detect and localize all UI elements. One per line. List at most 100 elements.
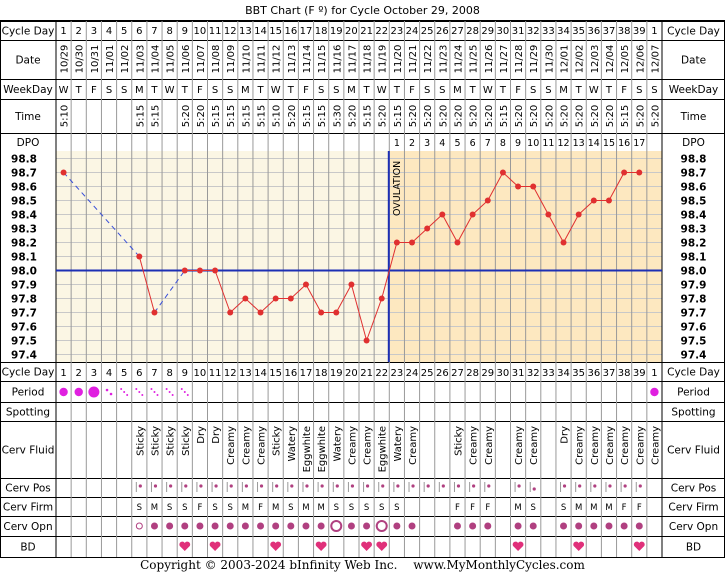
temp-point xyxy=(636,169,643,176)
temp-point xyxy=(136,253,143,260)
cycle-day-label-bottom: 7 xyxy=(151,368,157,379)
y-tick-label: 98.7 xyxy=(11,168,37,180)
cerv-firm-label: M xyxy=(272,503,279,513)
temp-point xyxy=(272,295,279,302)
cerv-fluid-label: Creamy xyxy=(635,426,646,465)
cycle-day-label: 26 xyxy=(436,26,449,37)
cycle-day-label: 1 xyxy=(60,26,66,37)
cycle-day-label-bottom: 36 xyxy=(587,368,600,379)
site-link[interactable]: www.MyMonthlyCycles.com xyxy=(413,558,585,572)
cerv-pos-dot xyxy=(214,484,218,488)
period-dot xyxy=(74,387,83,397)
spotting-dot xyxy=(138,391,141,393)
spotting-dot xyxy=(180,388,183,390)
cerv-pos-dot xyxy=(578,484,582,488)
cycle-day-label-bottom: 19 xyxy=(330,368,343,379)
temp-point xyxy=(484,197,491,204)
cerv-firm-label: S xyxy=(531,503,536,513)
temp-point xyxy=(227,309,234,316)
cycle-day-label: 16 xyxy=(284,26,297,37)
cycle-day-label-bottom: 21 xyxy=(360,368,373,379)
cycle-day-label-bottom: 5 xyxy=(121,368,127,379)
date-label: 11/23 xyxy=(438,45,449,74)
spotting-dot xyxy=(168,391,171,393)
cycle-day-label: 20 xyxy=(345,26,358,37)
cerv-firm-label: S xyxy=(379,503,384,513)
date-label: 11/11 xyxy=(257,45,268,74)
temp-segment xyxy=(502,172,519,187)
y-tick-label: 98.3 xyxy=(11,224,37,236)
cerv-fluid-label: Sticky xyxy=(181,426,192,456)
date-label: 11/17 xyxy=(347,45,358,74)
time-label: 5:15 xyxy=(135,105,146,127)
cycle-day-label: 14 xyxy=(254,26,267,37)
spotting-dot xyxy=(156,394,159,396)
cerv-pos-dot xyxy=(184,484,188,488)
temp-point xyxy=(151,309,158,316)
date-label: 12/03 xyxy=(590,45,601,74)
row-label-date: Date xyxy=(15,55,40,67)
cerv-firm-label: S xyxy=(561,503,566,513)
temp-point xyxy=(409,239,416,246)
weekday-label: T xyxy=(181,85,189,96)
weekday-label: W xyxy=(271,85,281,96)
cerv-opn-dot xyxy=(484,522,492,530)
dpo-label: 2 xyxy=(409,138,415,149)
cerv-fluid-label: Dry xyxy=(196,426,207,444)
temp-segment xyxy=(487,172,504,201)
cycle-day-label: 22 xyxy=(375,26,388,37)
cerv-opn-dot xyxy=(408,522,416,530)
temp-segment xyxy=(532,186,549,215)
date-label: 11/09 xyxy=(226,45,237,74)
cerv-opn-dot xyxy=(605,522,613,530)
cerv-firm-label: F xyxy=(485,503,490,513)
cerv-fluid-label: Sticky xyxy=(166,426,177,456)
y-tick-label-right: 97.6 xyxy=(681,322,707,334)
weekday-label: M xyxy=(241,85,250,96)
time-label: 5:20 xyxy=(408,105,419,127)
row-label-cerv_opn: Cerv Opn xyxy=(3,521,52,533)
time-label: 5:20 xyxy=(378,105,389,127)
date-label: 11/14 xyxy=(302,45,313,74)
cerv-fluid-label: Sticky xyxy=(453,426,464,456)
cerv-opn-dot xyxy=(196,522,204,530)
cerv-opn-dot xyxy=(257,522,265,530)
footer: Copyright © 2003-2024 bInfinity Web Inc.… xyxy=(0,558,725,572)
cerv-fluid-label: Creamy xyxy=(469,426,480,465)
y-tick-label: 98.5 xyxy=(11,196,37,208)
cerv-fluid-label: Creamy xyxy=(620,426,631,465)
cycle-day-label-bottom: 30 xyxy=(497,368,510,379)
cycle-day-label-bottom: 10 xyxy=(194,368,207,379)
date-label: 11/03 xyxy=(135,45,146,74)
cerv-pos-dot xyxy=(396,484,400,488)
cerv-pos-dot xyxy=(244,484,248,488)
weekday-label: S xyxy=(333,85,339,96)
cerv-firm-label: S xyxy=(364,503,369,513)
y-tick-label: 98.6 xyxy=(11,182,37,194)
cerv-fluid-label: Creamy xyxy=(408,426,419,465)
weekday-label: T xyxy=(469,85,477,96)
cerv-pos-dot xyxy=(259,484,264,488)
date-label: 11/22 xyxy=(423,45,434,74)
bd-heart-icon xyxy=(376,541,388,551)
cycle-day-label: 12 xyxy=(224,26,237,37)
cycle-day-label: 18 xyxy=(315,26,328,37)
row-label-right-cerv_fluid: Cerv Fluid xyxy=(667,445,720,457)
time-label: 5:20 xyxy=(453,105,464,127)
cycle-day-label: 1 xyxy=(651,26,657,37)
time-label: 5:20 xyxy=(181,105,192,127)
temp-point xyxy=(393,239,400,246)
cycle-day-label: 35 xyxy=(572,26,585,37)
date-label: 10/30 xyxy=(75,45,86,74)
row-label-spotting: Spotting xyxy=(6,407,50,419)
cerv-pos-dot xyxy=(593,484,597,488)
date-label: 11/24 xyxy=(453,45,464,74)
y-tick-label-right: 98.8 xyxy=(681,154,707,166)
temp-point xyxy=(605,197,612,204)
bd-heart-icon xyxy=(315,541,327,551)
cerv-firm-label: M xyxy=(151,503,158,513)
cycle-day-label: 24 xyxy=(406,26,419,37)
cerv-pos-dot xyxy=(290,484,294,488)
period-dot xyxy=(59,387,68,397)
row-label-period: Period xyxy=(12,387,45,399)
